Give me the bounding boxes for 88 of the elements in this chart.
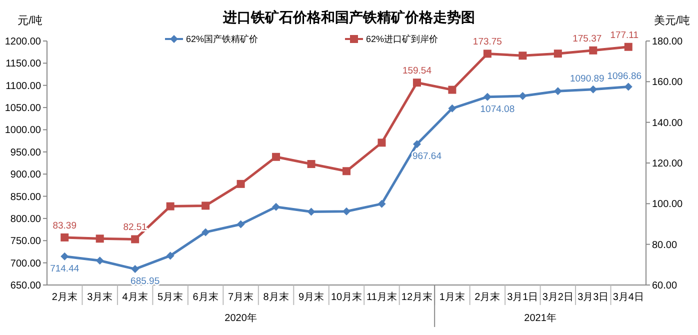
data-label: 967.64 [412,151,442,162]
y-tick-label: 1100.00 [6,80,42,92]
point [448,86,456,94]
y-tick-label: 1200.00 [4,36,42,48]
x-tick-label: 3月末 [87,291,113,303]
x-tick-label: 2月末 [52,291,78,303]
point [554,87,562,96]
x-tick-label: 7月末 [228,291,254,303]
y2-tick-label: 120.00 [652,158,684,170]
point [236,220,245,228]
data-label: 1074.08 [480,104,515,115]
point [518,92,527,100]
y-axis-title: 元/吨 [17,14,43,27]
y-tick-label: 1000.00 [4,125,42,136]
point [272,152,280,161]
point [624,82,632,91]
data-label: 83.39 [52,220,77,232]
y2-tick-label: 180.00 [652,36,684,48]
x-tick-label: 6月末 [192,291,218,303]
point [60,233,69,242]
x-tick-label: 2月末 [474,291,500,303]
x-tick-label: 9月末 [298,291,324,303]
x-tick-label: 3月2日 [542,292,574,303]
y-tick-label: 750.00 [10,236,42,248]
legend-label: 62%国产铁精矿价 [186,34,258,44]
y-tick-label: 900.00 [10,170,42,181]
x-tick-label: 12月末 [401,291,433,303]
point [166,202,174,210]
point [60,252,69,260]
data-label: 82.51 [123,222,147,234]
y2-tick-label: 160.00 [652,77,684,88]
y2-tick-label: 100.00 [652,199,684,210]
point [342,167,350,176]
data-label: 159.54 [402,66,432,77]
data-label: 714.44 [50,263,80,274]
point [236,180,245,188]
point [96,256,104,265]
x-tick-label: 3月1日 [507,292,538,303]
y-tick-label: 1050.00 [4,103,42,114]
point [202,202,210,210]
point [202,228,210,236]
legend-label: 62%进口矿到岸价 [366,34,438,44]
point [96,234,104,243]
data-label: 1096.86 [607,70,642,82]
point [166,252,174,260]
point [483,50,492,58]
y-tick-label: 950.00 [10,147,42,158]
y-tick-label: 850.00 [10,192,42,203]
point [131,265,140,274]
point [448,104,456,112]
data-label: 175.37 [572,33,602,44]
data-label: 173.75 [472,36,502,48]
point [307,160,316,168]
data-label: 685.95 [130,276,160,288]
y2-tick-label: 60.00 [652,280,678,292]
x-tick-label: 1月末 [439,291,465,303]
data-label: 1090.89 [570,73,604,84]
point [412,140,421,148]
x-tick-label: 8月末 [263,291,289,303]
data-label: 177.11 [610,30,639,41]
y2-axis-title: 美元/吨 [654,14,690,27]
y-tick-label: 800.00 [10,214,42,225]
point [342,207,350,216]
point [624,42,632,51]
point [589,85,598,94]
y-tick-label: 700.00 [10,258,42,270]
y-tick-label: 1150.00 [6,58,42,70]
y2-tick-label: 80.00 [652,240,678,251]
y-tick-label: 650.00 [10,280,42,292]
point [412,78,421,87]
chart-title: 进口铁矿石价格和国产铁精矿价格走势图 [222,9,475,25]
point [378,200,386,208]
point [483,92,492,101]
y2-tick-label: 140.00 [652,118,684,129]
x-tick-label: 11月末 [366,291,397,303]
text: 2021年 [524,312,556,324]
x-tick-label: 3月4日 [612,292,644,303]
x-tick-label: 10月末 [330,291,362,303]
text: 2020年 [224,312,257,324]
point [554,50,562,58]
point [589,46,598,54]
point [518,52,527,60]
x-tick-label: 4月末 [122,291,148,303]
x-tick-label: 3月3日 [578,292,609,303]
x-tick-label: 5月末 [158,291,184,303]
point [272,202,280,211]
point [378,138,386,147]
point [131,235,140,244]
